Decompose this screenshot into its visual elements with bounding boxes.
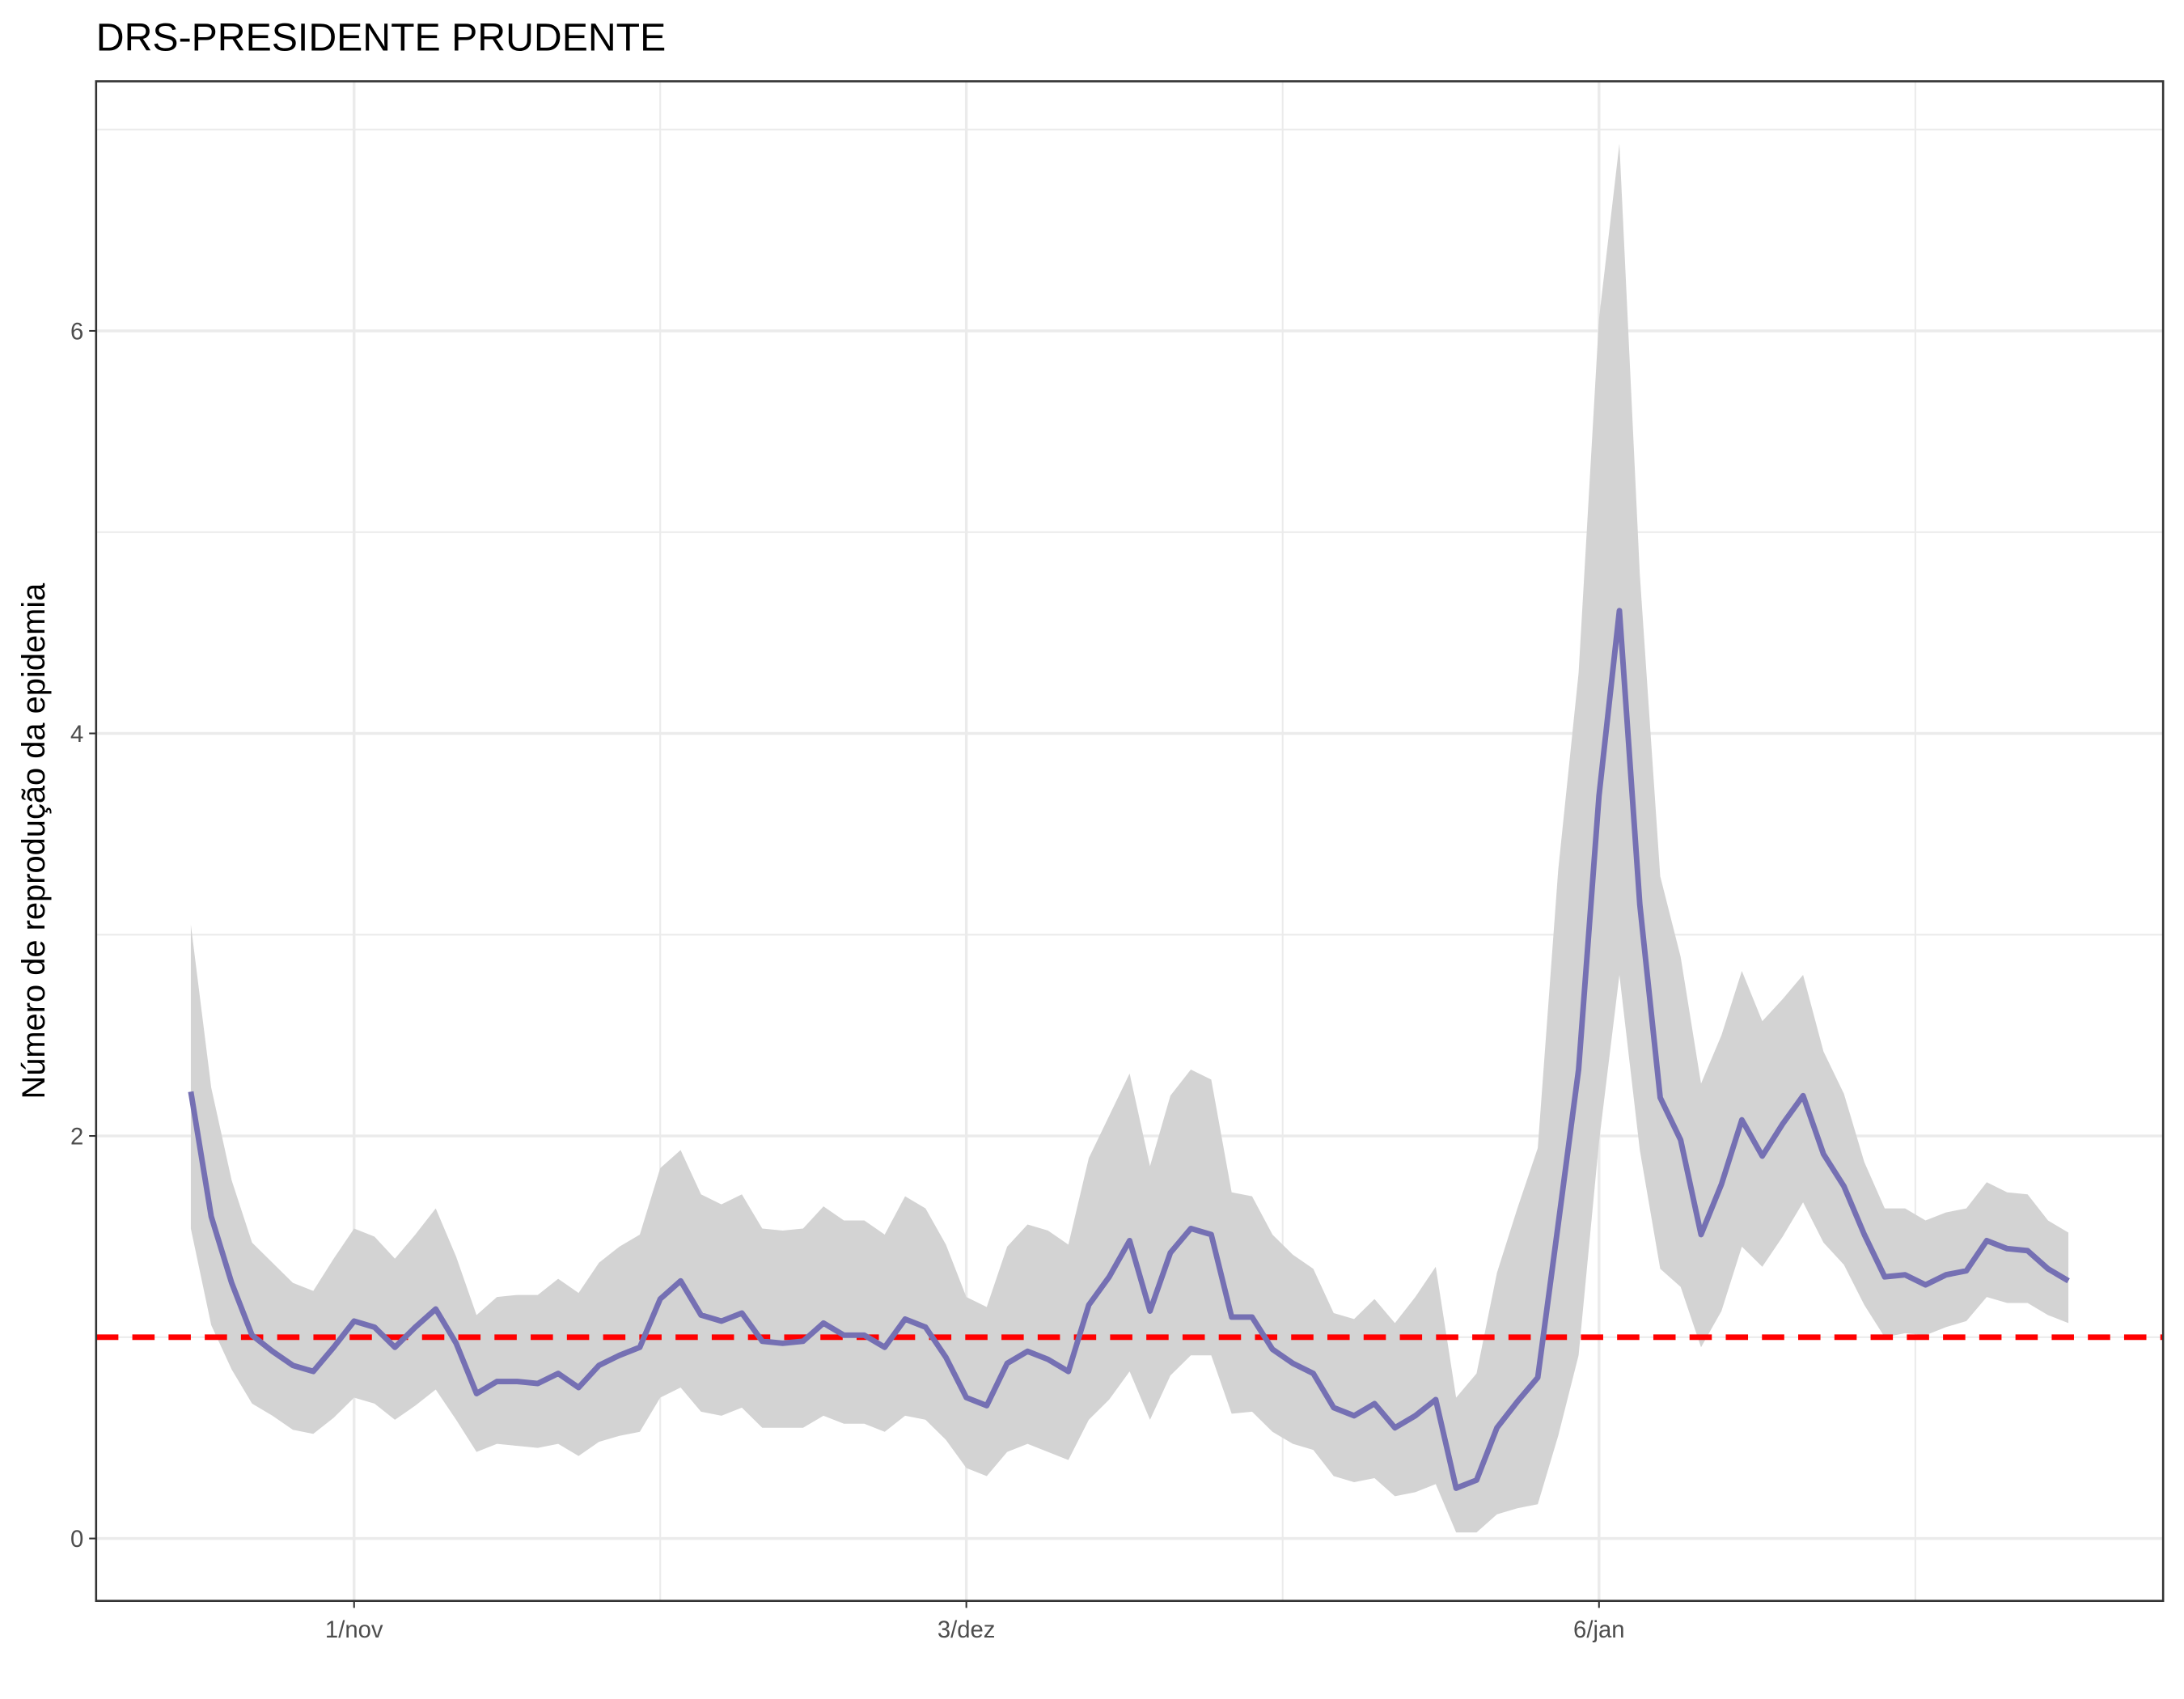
- y-tick-label: 2: [70, 1123, 83, 1150]
- y-tick-label: 6: [70, 318, 83, 345]
- y-tick-label: 0: [70, 1526, 83, 1553]
- confidence-band: [190, 143, 2069, 1533]
- chart-title: DRS-PRESIDENTE PRUDENTE: [96, 15, 666, 59]
- x-tick-label: 1/nov: [325, 1616, 383, 1643]
- x-tick-label: 6/jan: [1573, 1616, 1624, 1643]
- plot-border: [95, 80, 2165, 1603]
- rt-line: [188, 608, 2070, 1491]
- x-tick-label: 3/dez: [938, 1616, 996, 1643]
- y-tick-label: 4: [70, 721, 83, 748]
- y-axis-label: Número de reprodução da epidemia: [16, 583, 52, 1099]
